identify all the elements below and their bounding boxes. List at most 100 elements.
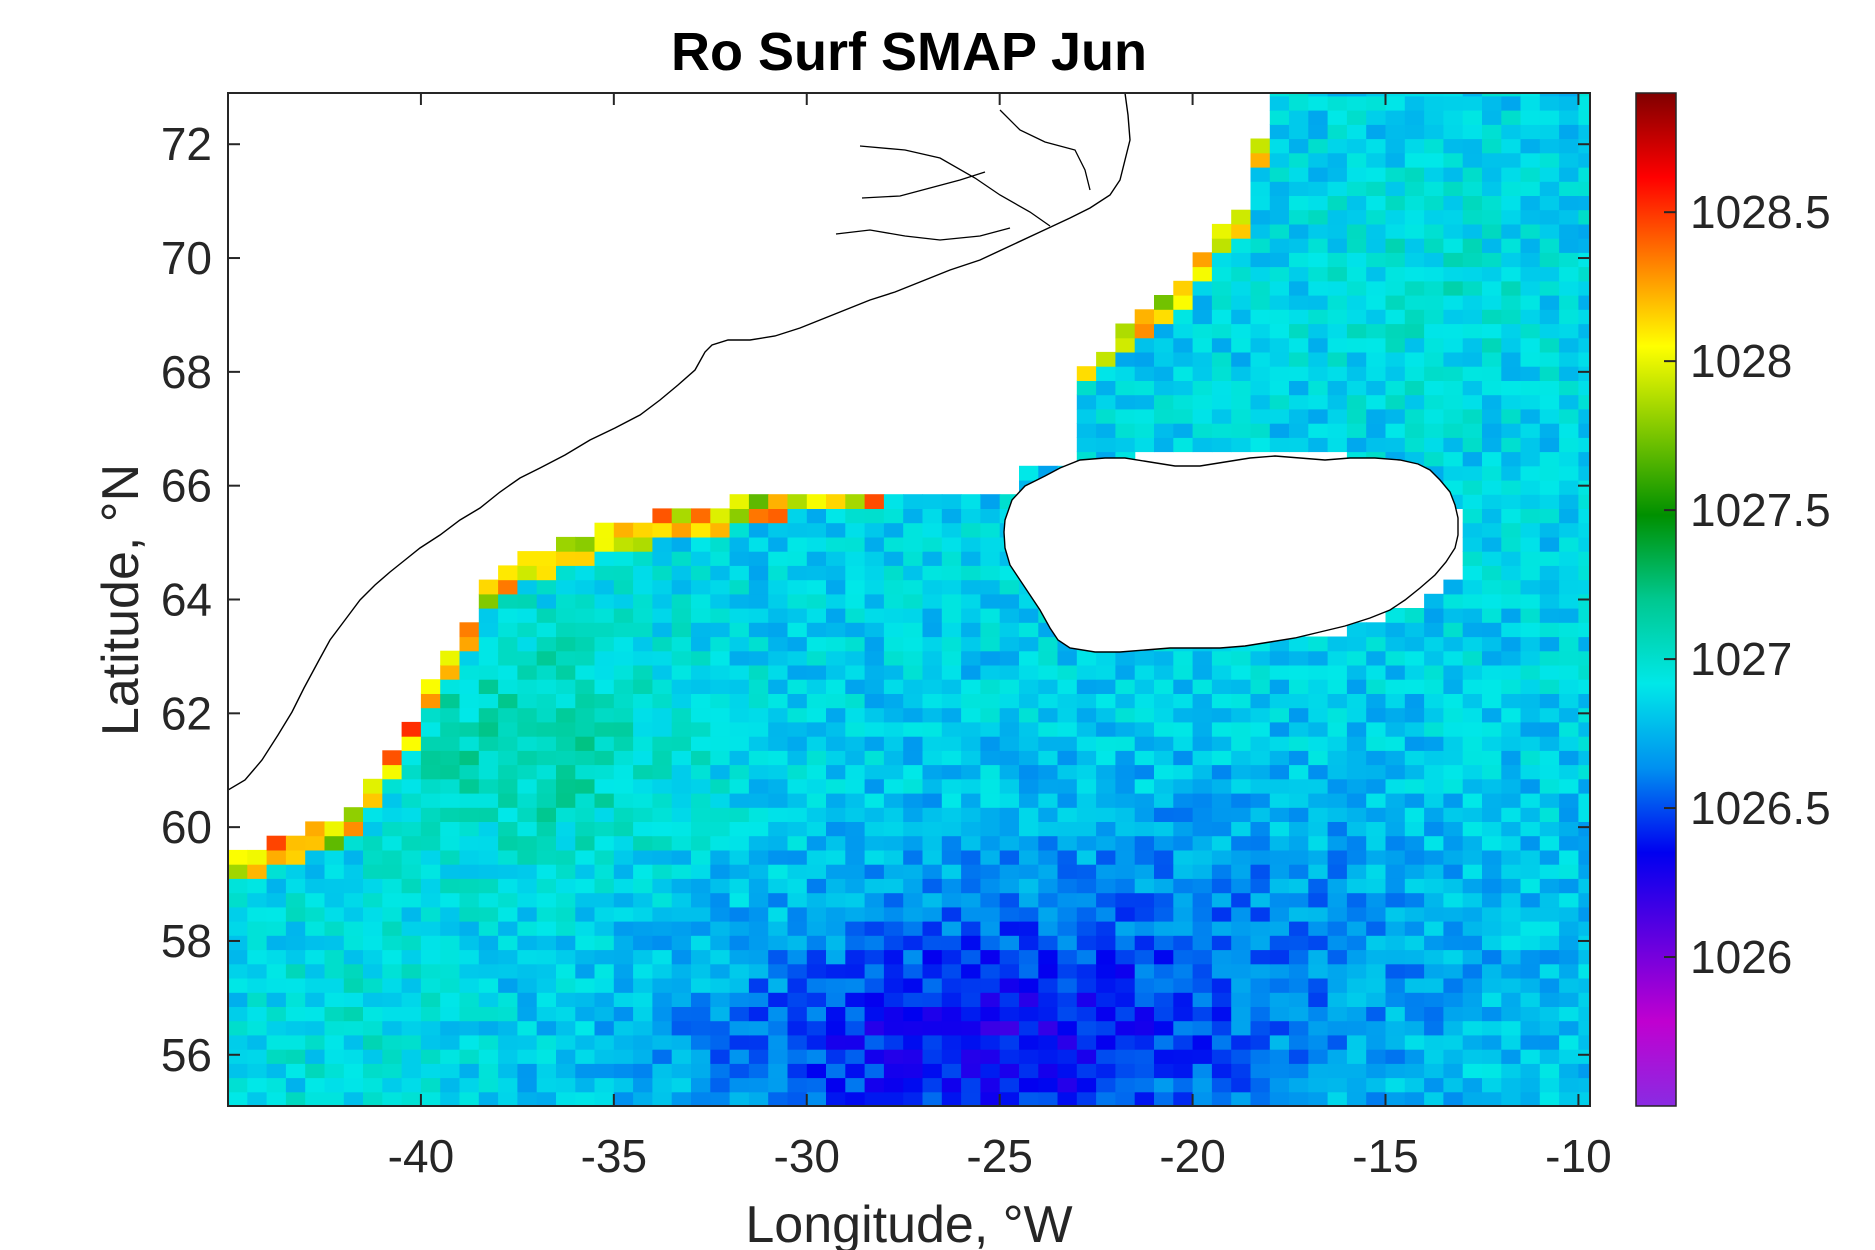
heatmap-cell <box>343 992 364 1007</box>
heatmap-cell <box>1115 323 1136 339</box>
heatmap-cell <box>266 864 287 879</box>
heatmap-cell <box>1231 366 1252 381</box>
heatmap-cell <box>1559 536 1579 552</box>
heatmap-cell <box>806 978 827 993</box>
heatmap-cell <box>1076 693 1097 709</box>
heatmap-cell <box>1443 195 1464 211</box>
heatmap-cell <box>1366 152 1387 168</box>
heatmap-cell <box>903 551 924 566</box>
heatmap-cell <box>1385 1020 1406 1036</box>
heatmap-cell <box>1559 280 1579 296</box>
heatmap-cell <box>1520 764 1541 780</box>
heatmap-cell <box>1250 351 1271 367</box>
heatmap-cell <box>845 1077 866 1093</box>
heatmap-cell <box>478 1049 499 1064</box>
heatmap-cell <box>710 736 731 751</box>
heatmap-cell <box>1424 664 1444 680</box>
heatmap-cell <box>1404 978 1425 993</box>
heatmap-cell <box>922 878 943 894</box>
heatmap-cell <box>1385 721 1406 737</box>
heatmap-cell <box>729 522 750 538</box>
heatmap-cell <box>845 807 866 822</box>
heatmap-cell <box>1134 351 1155 367</box>
heatmap-cell <box>613 579 634 595</box>
heatmap-cell <box>1192 807 1213 822</box>
heatmap-cell <box>1327 1077 1348 1093</box>
heatmap-cell <box>980 693 1001 709</box>
heatmap-cell <box>1231 793 1252 808</box>
heatmap-cell <box>1385 138 1406 154</box>
heatmap-cell <box>691 636 711 652</box>
heatmap-cell <box>903 565 924 581</box>
heatmap-cell <box>1250 394 1271 410</box>
heatmap-cell <box>980 508 1001 524</box>
heatmap-cell <box>556 1034 576 1050</box>
heatmap-cell <box>652 992 673 1007</box>
heatmap-cell <box>941 764 962 780</box>
heatmap-cell <box>228 963 248 979</box>
heatmap-cell <box>903 1049 924 1064</box>
heatmap-cell <box>536 1020 557 1036</box>
heatmap-cell <box>1173 1063 1194 1079</box>
heatmap-cell <box>710 778 731 794</box>
heatmap-cell <box>806 679 827 694</box>
heatmap-cell <box>1366 849 1387 865</box>
heatmap-cell <box>478 807 499 822</box>
heatmap-cell <box>903 494 924 509</box>
heatmap-cell <box>1211 1020 1232 1036</box>
heatmap-cell <box>1366 793 1387 808</box>
heatmap-cell <box>324 963 345 979</box>
heatmap-cell <box>1346 778 1367 794</box>
heatmap-cell <box>922 821 943 837</box>
heatmap-cell <box>1482 323 1502 339</box>
heatmap-cell <box>826 978 846 993</box>
heatmap-cell <box>1366 209 1387 225</box>
heatmap-cell <box>1501 351 1522 367</box>
greenland-fjord-4 <box>999 109 1091 191</box>
heatmap-cell <box>806 551 827 566</box>
heatmap-cell <box>613 992 634 1007</box>
heatmap-cell <box>748 793 769 808</box>
heatmap-cell <box>1327 408 1348 424</box>
heatmap-cell <box>401 849 422 865</box>
heatmap-cell <box>1539 209 1560 225</box>
heatmap-cell <box>1096 408 1116 424</box>
heatmap-cell <box>382 821 403 837</box>
heatmap-cell <box>1424 593 1444 609</box>
heatmap-cell <box>363 992 383 1007</box>
heatmap-cell <box>1019 750 1039 766</box>
heatmap-cell <box>1501 536 1522 552</box>
heatmap-cell <box>401 963 422 979</box>
heatmap-cell <box>671 522 692 538</box>
heatmap-cell <box>999 650 1020 666</box>
heatmap-cell <box>999 1006 1020 1022</box>
heatmap-cell <box>864 494 885 509</box>
heatmap-cell <box>1308 1006 1329 1022</box>
heatmap-cell <box>864 750 885 766</box>
heatmap-cell <box>1443 423 1464 438</box>
heatmap-cell <box>1038 906 1059 922</box>
heatmap-cell <box>1134 949 1155 965</box>
heatmap-cell <box>401 1006 422 1022</box>
heatmap-cell <box>691 622 711 638</box>
heatmap-cell <box>980 778 1001 794</box>
heatmap-cell <box>826 764 846 780</box>
heatmap-cell <box>1211 1063 1232 1079</box>
heatmap-cell <box>1539 451 1560 467</box>
heatmap-cell <box>845 1034 866 1050</box>
heatmap-cell <box>768 608 789 623</box>
heatmap-cell <box>1154 707 1174 723</box>
heatmap-cell <box>1366 93 1387 97</box>
heatmap-cell <box>1096 423 1116 438</box>
heatmap-cell <box>903 622 924 638</box>
heatmap-cell <box>1462 878 1483 894</box>
heatmap-cell <box>1211 295 1232 310</box>
heatmap-cell <box>1462 280 1483 296</box>
heatmap-cell <box>806 636 827 652</box>
heatmap-cell <box>459 707 480 723</box>
heatmap-cell <box>999 736 1020 751</box>
heatmap-cell <box>1559 110 1579 125</box>
heatmap-cell <box>1462 565 1483 581</box>
heatmap-cell <box>305 949 326 965</box>
